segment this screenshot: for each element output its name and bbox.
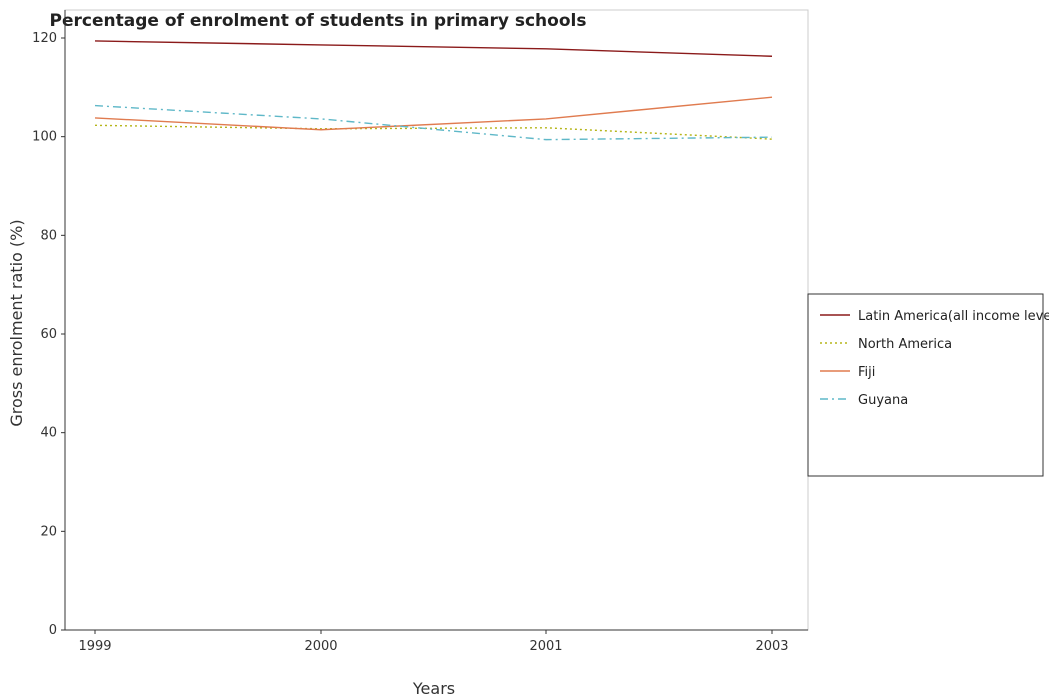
y-tick-label: 100 — [32, 130, 57, 145]
x-tick-label: 2001 — [529, 639, 562, 654]
y-tick-label: 20 — [40, 524, 57, 539]
legend-label-2: Fiji — [858, 365, 875, 380]
y-tick-label: 0 — [49, 623, 57, 638]
y-axis-label: Gross enrolment ratio (%) — [7, 219, 26, 426]
y-tick-label: 120 — [32, 31, 57, 46]
legend-box — [807, 293, 1044, 477]
legend-label-1: North America — [858, 337, 952, 352]
x-axis-label: Years — [412, 679, 455, 698]
x-tick-label: 1999 — [78, 639, 111, 654]
series-line-0 — [94, 40, 773, 57]
y-tick-label: 60 — [40, 327, 57, 342]
series-line-3 — [94, 104, 773, 141]
x-tick-label: 2000 — [304, 639, 337, 654]
series-line-1 — [94, 124, 773, 140]
legend-label-0: Latin America(all income levels) — [858, 309, 1049, 324]
axes: 0 20 40 60 80 100 120 1999 2000 2001 2003 — [32, 9, 809, 654]
legend-label-3: Guyana — [858, 393, 908, 408]
chart-title: Percentage of enrolment of students in p… — [50, 11, 587, 31]
plot-frame — [64, 9, 809, 631]
x-tick-label: 2003 — [755, 639, 788, 654]
y-tick-label: 80 — [40, 228, 57, 243]
series-line-2 — [94, 96, 773, 131]
series-lines — [94, 40, 773, 141]
y-tick-label: 40 — [40, 426, 57, 441]
legend: Latin America(all income levels) North Am… — [807, 293, 1049, 477]
